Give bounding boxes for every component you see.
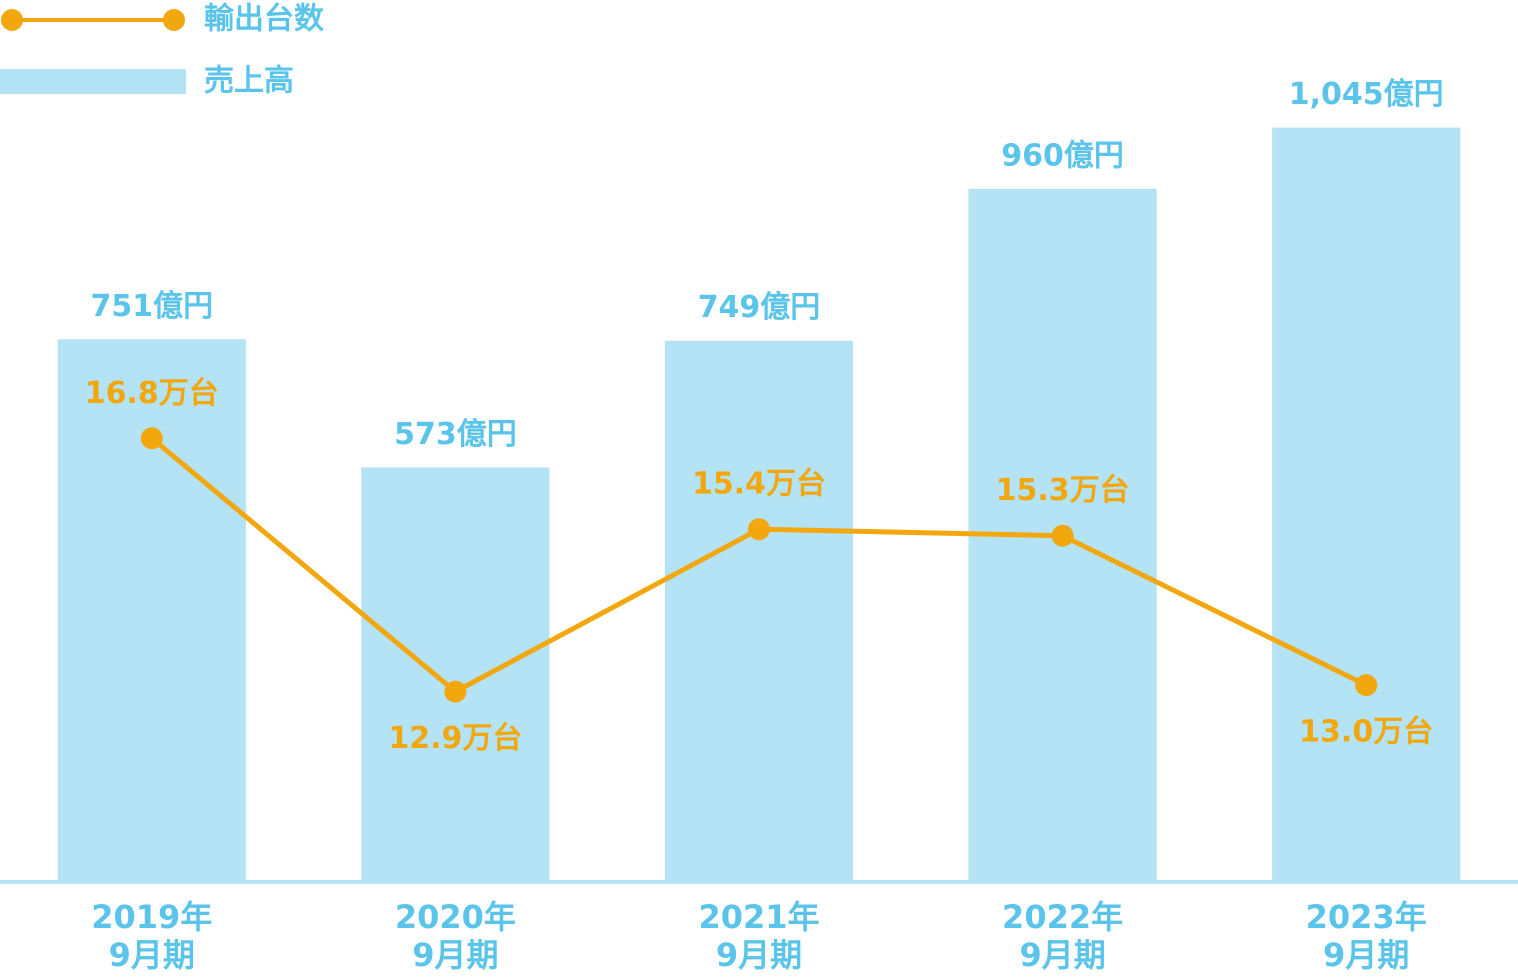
x-tick-label: 2020年 9月期 [394, 898, 516, 974]
x-tick-label: 2022年 9月期 [1002, 898, 1124, 974]
legend-dot [163, 9, 185, 31]
bar-value-label: 749億円 [698, 290, 821, 325]
bar-value-label: 751億円 [90, 289, 213, 324]
legend-label: 輸出台数 [204, 2, 325, 37]
x-tick-label: 2021年 9月期 [698, 898, 820, 974]
line-point [140, 427, 163, 450]
bar [1272, 127, 1461, 881]
legend-label: 売上高 [204, 64, 294, 99]
line-value-label: 15.4万台 [692, 467, 826, 502]
bar-value-label: 1,045億円 [1289, 77, 1444, 112]
line-value-label: 16.8万台 [85, 376, 219, 411]
line-point [748, 518, 770, 541]
x-tick-label: 2023年 9月期 [1305, 898, 1427, 974]
bar-value-label: 573億円 [394, 417, 517, 452]
legend-dot [1, 9, 23, 31]
line-value-label: 15.3万台 [996, 473, 1130, 508]
x-tick-label: 2019年 9月期 [91, 898, 213, 974]
line-point [1051, 524, 1074, 547]
legend-swatch [0, 69, 186, 94]
line-point [1355, 674, 1378, 697]
line-value-label: 13.0万台 [1299, 715, 1433, 750]
line-point [444, 680, 467, 703]
line-value-label: 12.9万台 [388, 721, 522, 756]
bar [57, 339, 246, 880]
bar-value-label: 960億円 [1001, 138, 1124, 173]
bar [361, 467, 550, 880]
bar [664, 340, 854, 881]
